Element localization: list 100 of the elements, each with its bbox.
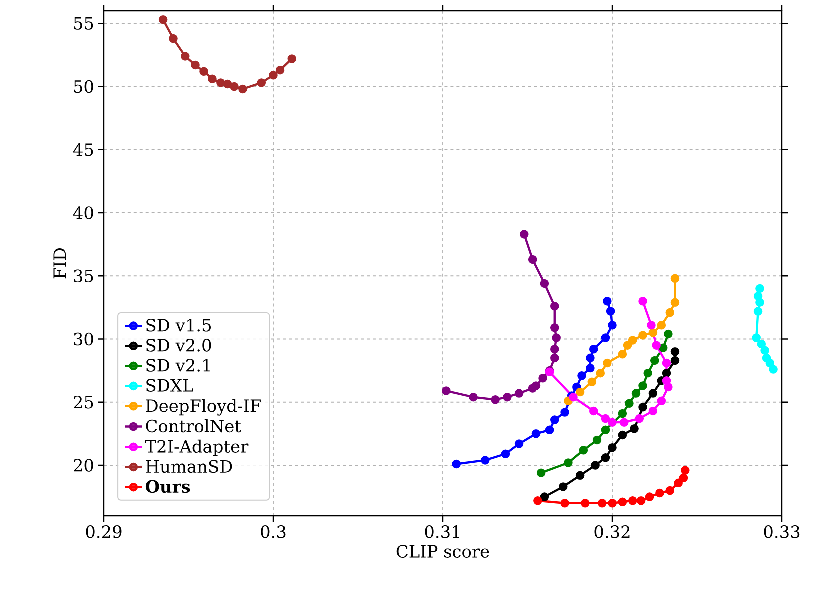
point xyxy=(648,328,658,338)
point xyxy=(752,334,761,342)
point xyxy=(628,336,638,345)
point xyxy=(276,66,285,75)
point xyxy=(552,334,561,342)
point xyxy=(638,403,648,412)
point xyxy=(503,392,512,402)
x-tick-label: 0.29 xyxy=(86,526,122,538)
point xyxy=(534,496,542,506)
point xyxy=(658,344,668,352)
point xyxy=(648,389,658,398)
point xyxy=(514,440,524,448)
point xyxy=(636,496,646,506)
point xyxy=(638,382,648,390)
point xyxy=(540,279,550,288)
point xyxy=(514,389,524,398)
legend-label: HumanSD xyxy=(146,460,232,474)
y-tick-label: 50 xyxy=(74,80,94,94)
point xyxy=(648,406,658,416)
point xyxy=(754,292,763,301)
x-tick-label: 0.3 xyxy=(261,526,286,538)
point xyxy=(223,80,232,89)
point xyxy=(766,358,775,368)
legend-label: ControlNet xyxy=(146,420,242,433)
point xyxy=(550,416,560,424)
point xyxy=(670,347,680,356)
legend-label: SDXL xyxy=(146,379,194,392)
point xyxy=(754,307,763,316)
point xyxy=(536,468,546,478)
x-tick-label: 0.32 xyxy=(594,526,630,538)
point xyxy=(666,308,675,318)
point xyxy=(538,374,548,383)
point xyxy=(501,450,510,459)
point xyxy=(452,460,461,469)
point xyxy=(657,320,666,330)
point xyxy=(586,354,595,363)
point xyxy=(618,350,628,359)
point xyxy=(191,60,200,70)
y-tick-label: 55 xyxy=(74,17,94,30)
point xyxy=(169,34,178,44)
x-axis-title: CLIP score xyxy=(396,545,490,558)
point xyxy=(608,498,617,508)
point xyxy=(603,358,612,368)
point xyxy=(288,54,297,64)
legend-label: DeepFloyd-IF xyxy=(146,399,261,416)
point xyxy=(757,340,766,349)
point xyxy=(601,454,610,462)
point xyxy=(670,298,680,308)
point xyxy=(589,406,598,416)
point xyxy=(560,408,570,417)
point xyxy=(647,320,656,330)
point xyxy=(558,482,568,492)
point xyxy=(579,446,588,455)
point xyxy=(491,395,500,404)
point xyxy=(603,296,612,306)
point xyxy=(589,344,598,354)
point xyxy=(760,346,770,355)
point xyxy=(576,471,585,480)
point xyxy=(200,67,208,76)
legend-label: SD v1.5 xyxy=(146,319,211,332)
point xyxy=(606,307,616,316)
point xyxy=(681,466,690,475)
point xyxy=(601,414,610,424)
x-tick-label: 0.33 xyxy=(764,526,800,538)
point xyxy=(581,498,590,508)
point xyxy=(238,84,248,94)
point xyxy=(601,334,610,342)
y-tick-label: 35 xyxy=(74,270,94,283)
y-tick-label: 25 xyxy=(74,396,94,409)
point xyxy=(625,399,634,408)
point xyxy=(608,320,617,330)
point xyxy=(578,371,586,380)
point xyxy=(630,424,639,434)
point xyxy=(576,388,585,397)
point xyxy=(158,15,168,24)
point xyxy=(628,496,638,506)
point xyxy=(540,492,550,502)
point xyxy=(657,396,666,406)
point xyxy=(532,430,541,438)
point xyxy=(652,341,661,350)
point xyxy=(545,426,554,435)
point xyxy=(666,486,675,496)
y-tick-label: 40 xyxy=(73,206,94,220)
point xyxy=(769,365,778,374)
point xyxy=(257,78,266,88)
point xyxy=(756,284,764,294)
y-tick-label: 20 xyxy=(74,459,94,472)
x-tick-label: 0.31 xyxy=(425,526,460,538)
point xyxy=(564,458,573,468)
point xyxy=(469,392,478,402)
point xyxy=(623,341,632,350)
point xyxy=(662,368,672,378)
point xyxy=(656,488,664,498)
point xyxy=(662,358,672,368)
y-tick-label: 30 xyxy=(74,332,94,346)
legend-label: Ours xyxy=(146,480,190,494)
point xyxy=(442,386,451,396)
point xyxy=(480,456,490,465)
point xyxy=(586,364,595,373)
point xyxy=(664,330,673,339)
